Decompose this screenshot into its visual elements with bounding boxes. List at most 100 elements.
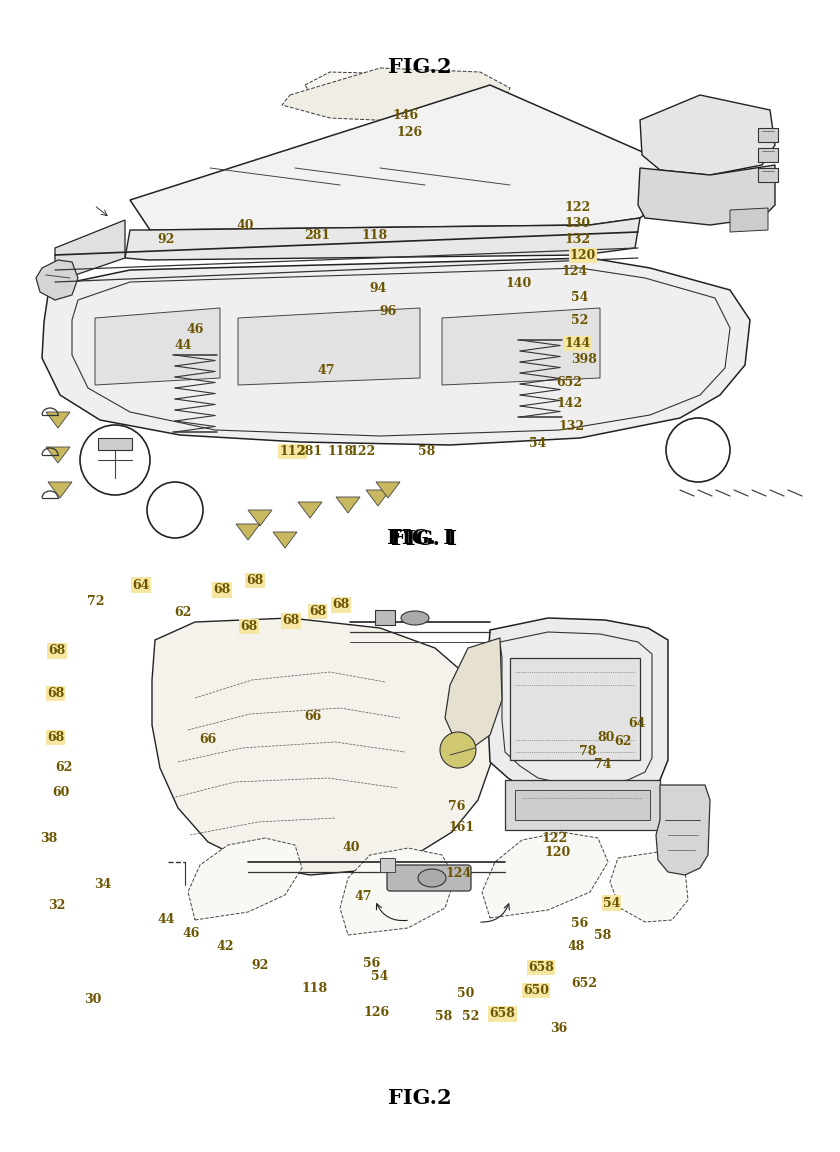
Polygon shape xyxy=(248,510,272,526)
Polygon shape xyxy=(340,848,455,935)
Text: 66: 66 xyxy=(304,710,321,723)
Polygon shape xyxy=(46,447,70,463)
Polygon shape xyxy=(282,68,510,122)
Text: 44: 44 xyxy=(158,912,175,926)
Polygon shape xyxy=(730,209,768,232)
Text: 92: 92 xyxy=(158,233,175,247)
Text: 68: 68 xyxy=(47,687,64,700)
Text: 64: 64 xyxy=(628,717,645,730)
Polygon shape xyxy=(515,790,650,820)
Text: FIG.2: FIG.2 xyxy=(388,56,452,77)
Text: 122: 122 xyxy=(541,832,568,846)
Text: 650: 650 xyxy=(523,984,549,998)
Text: 40: 40 xyxy=(237,219,254,233)
Polygon shape xyxy=(510,658,640,760)
Polygon shape xyxy=(130,85,695,230)
Text: 120: 120 xyxy=(544,846,571,859)
Polygon shape xyxy=(46,412,70,429)
Text: 62: 62 xyxy=(175,606,192,620)
Polygon shape xyxy=(95,308,220,385)
Text: 144: 144 xyxy=(564,336,591,350)
Text: 146: 146 xyxy=(392,108,419,122)
Text: 34: 34 xyxy=(94,878,111,892)
Ellipse shape xyxy=(418,869,446,887)
Text: 281: 281 xyxy=(296,445,323,458)
Text: 118: 118 xyxy=(361,228,388,242)
Text: 54: 54 xyxy=(371,970,388,984)
Polygon shape xyxy=(442,308,600,385)
Text: 142: 142 xyxy=(556,396,583,410)
Text: 56: 56 xyxy=(363,956,380,970)
Ellipse shape xyxy=(401,611,429,626)
Text: 54: 54 xyxy=(571,290,588,304)
Text: 68: 68 xyxy=(240,620,257,634)
Text: 652: 652 xyxy=(557,376,582,389)
Text: 68: 68 xyxy=(333,598,349,612)
Polygon shape xyxy=(610,852,688,922)
Text: 44: 44 xyxy=(175,339,192,353)
Text: 112: 112 xyxy=(279,445,306,458)
Text: 78: 78 xyxy=(580,744,596,758)
Circle shape xyxy=(440,732,476,768)
Polygon shape xyxy=(42,258,750,445)
Text: 68: 68 xyxy=(309,605,326,619)
Text: 52: 52 xyxy=(462,1009,479,1023)
Polygon shape xyxy=(125,218,640,260)
Polygon shape xyxy=(758,147,778,162)
FancyBboxPatch shape xyxy=(387,865,471,890)
Text: 126: 126 xyxy=(363,1006,390,1020)
Text: 122: 122 xyxy=(564,200,591,214)
Text: 118: 118 xyxy=(301,982,328,995)
Text: 52: 52 xyxy=(571,313,588,327)
Text: 40: 40 xyxy=(343,841,360,855)
Polygon shape xyxy=(236,524,260,540)
Polygon shape xyxy=(488,617,668,798)
Text: 96: 96 xyxy=(380,304,396,318)
Text: 68: 68 xyxy=(247,574,264,588)
Text: 652: 652 xyxy=(571,977,596,991)
Text: FIG.2: FIG.2 xyxy=(388,1087,452,1108)
Polygon shape xyxy=(758,168,778,182)
Text: 36: 36 xyxy=(550,1022,567,1036)
Polygon shape xyxy=(638,165,775,225)
Text: 124: 124 xyxy=(561,265,588,279)
Text: 658: 658 xyxy=(490,1007,515,1021)
Text: 68: 68 xyxy=(47,730,64,744)
Text: 48: 48 xyxy=(568,940,585,954)
Text: 132: 132 xyxy=(558,419,585,433)
Text: 66: 66 xyxy=(200,733,217,746)
Text: 62: 62 xyxy=(55,760,72,774)
Text: 118: 118 xyxy=(328,445,354,458)
Text: 124: 124 xyxy=(445,866,472,880)
Text: FIG. I: FIG. I xyxy=(391,529,457,550)
Text: 56: 56 xyxy=(571,917,588,931)
Text: 62: 62 xyxy=(615,735,632,749)
Text: 47: 47 xyxy=(354,889,371,903)
Text: 126: 126 xyxy=(396,126,423,139)
Text: 64: 64 xyxy=(133,578,150,592)
Text: FIG. I: FIG. I xyxy=(387,528,453,548)
Polygon shape xyxy=(366,490,390,506)
Polygon shape xyxy=(238,308,420,385)
Text: 122: 122 xyxy=(349,445,376,458)
Polygon shape xyxy=(55,220,125,282)
Text: 130: 130 xyxy=(564,217,591,230)
Text: 132: 132 xyxy=(564,233,591,247)
Text: 92: 92 xyxy=(252,958,269,972)
Text: 76: 76 xyxy=(449,799,465,813)
Text: 30: 30 xyxy=(84,993,101,1007)
Polygon shape xyxy=(656,785,710,876)
Polygon shape xyxy=(375,611,395,626)
Polygon shape xyxy=(48,482,72,498)
Polygon shape xyxy=(376,482,400,498)
Text: 398: 398 xyxy=(571,353,596,366)
Text: 46: 46 xyxy=(186,323,203,336)
Polygon shape xyxy=(758,128,778,142)
Polygon shape xyxy=(640,94,775,175)
Polygon shape xyxy=(188,838,302,920)
Text: 47: 47 xyxy=(318,364,334,378)
Text: 46: 46 xyxy=(183,926,200,940)
Polygon shape xyxy=(273,532,297,548)
Text: 658: 658 xyxy=(528,961,554,975)
Text: 140: 140 xyxy=(506,276,533,290)
